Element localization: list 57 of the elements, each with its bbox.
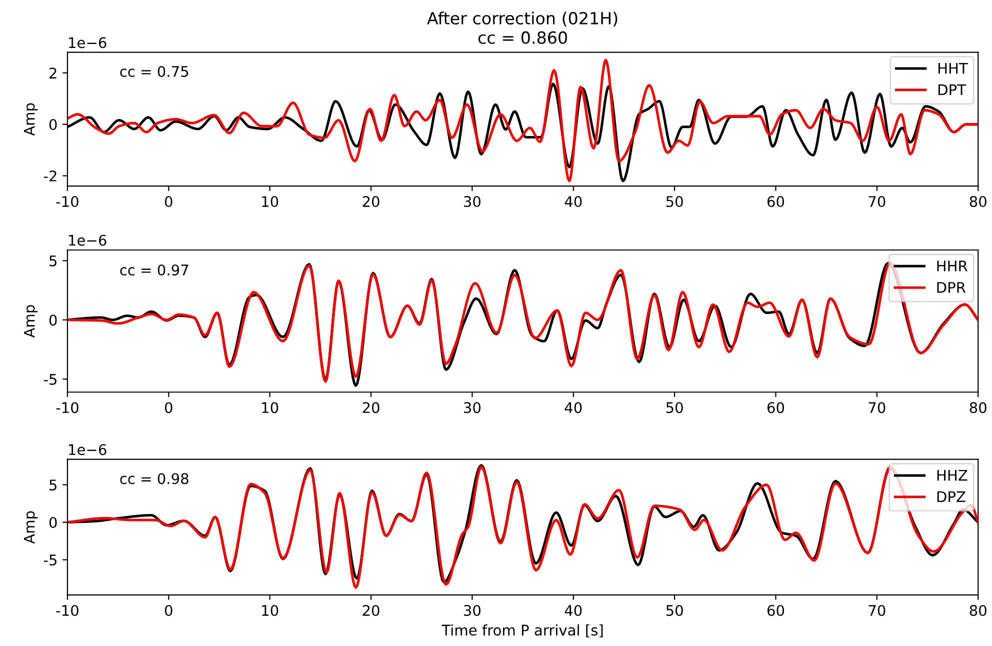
x-tick-label: 10 <box>262 196 278 208</box>
x-tick-label: 50 <box>666 196 683 208</box>
text: 1e−6 <box>69 37 106 48</box>
text: 1e−6 <box>69 234 106 246</box>
x-tick-label: 10 <box>262 402 278 414</box>
x-tick-label: 80 <box>970 402 986 414</box>
y-tick-label: -2 <box>44 170 56 182</box>
x-tick-label: 20 <box>362 196 380 208</box>
x-tick-label: 80 <box>970 604 986 616</box>
x-tick-label: -10 <box>56 196 78 208</box>
x-tick-label: -10 <box>56 402 78 414</box>
x-tick-label: 30 <box>464 402 480 414</box>
x-tick-label: 50 <box>666 604 683 616</box>
x-tick-label: 0 <box>164 196 172 208</box>
x-tick-label: 50 <box>666 402 683 414</box>
y-tick-label: 0 <box>49 516 57 528</box>
legend-label: DPZ <box>937 491 966 502</box>
chart-subtitle: cc = 0.860 <box>478 31 567 44</box>
chart-title: After correction (021H) <box>427 12 618 26</box>
legend-label: HHT <box>938 62 968 74</box>
x-tick-label: 10 <box>262 604 278 616</box>
x-tick-label: 20 <box>362 402 380 414</box>
x-tick-label: 0 <box>164 604 172 616</box>
text: 1e−6 <box>69 444 106 456</box>
y-tick-label: -5 <box>44 554 56 566</box>
y-tick-label: 2 <box>50 68 56 78</box>
x-tick-label: 30 <box>464 604 480 616</box>
y-axis-title: Amp <box>24 511 38 544</box>
legend-label: DPT <box>938 84 966 96</box>
x-tick-label: 70 <box>868 196 886 208</box>
x-tick-label: 60 <box>767 196 784 208</box>
legend-label: HHR <box>937 260 968 272</box>
x-tick-label: 80 <box>970 196 986 208</box>
x-tick-label: 40 <box>564 402 582 414</box>
annotation: cc = 0.98 <box>120 473 188 484</box>
y-axis-title: Amp <box>24 103 38 136</box>
x-tick-label: -10 <box>56 604 78 616</box>
x-tick-label: 20 <box>362 604 380 616</box>
x-tick-label: 70 <box>868 402 886 414</box>
x-axis-title: Time from P arrival [s] <box>442 624 603 638</box>
x-tick-label: 0 <box>164 402 172 414</box>
x-tick-label: 60 <box>767 402 784 414</box>
x-tick-label: 30 <box>464 196 480 208</box>
legend-label: DPR <box>937 282 966 293</box>
y-tick-label: 5 <box>50 256 56 266</box>
x-tick-label: 60 <box>767 604 784 616</box>
y-tick-label: 5 <box>50 480 56 491</box>
x-tick-label: 40 <box>564 604 582 616</box>
x-tick-label: 70 <box>868 604 886 616</box>
annotation: cc = 0.97 <box>120 264 188 276</box>
x-tick-label: 40 <box>564 196 582 208</box>
annotation: cc = 0.75 <box>120 66 188 77</box>
y-tick-label: 0 <box>49 314 57 326</box>
y-axis-title: Amp <box>24 305 38 338</box>
y-tick-label: 0 <box>49 119 57 130</box>
y-tick-label: -5 <box>44 374 56 385</box>
legend-label: HHZ <box>937 470 968 481</box>
